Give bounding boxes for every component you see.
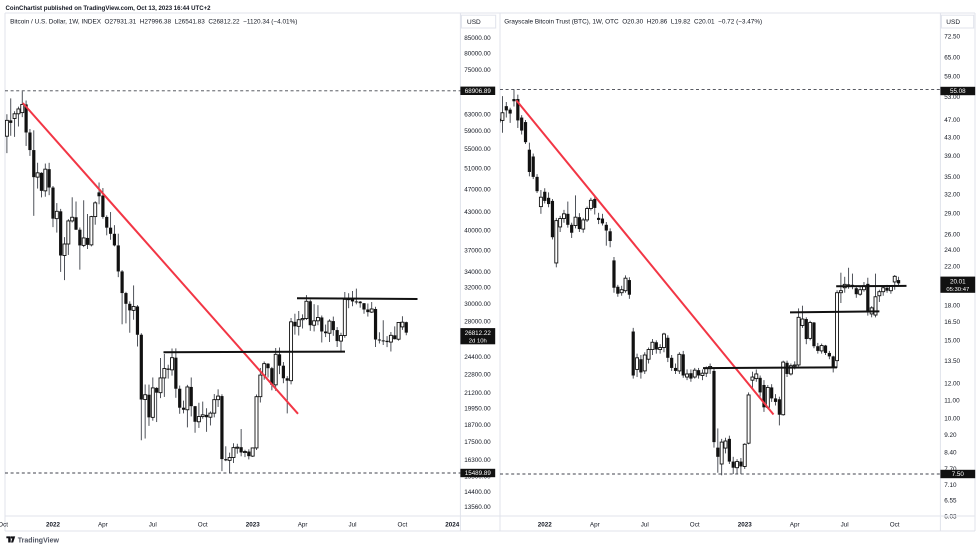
svg-text:55000.00: 55000.00 (464, 146, 491, 153)
svg-text:65.00: 65.00 (944, 55, 960, 62)
svg-text:18700.00: 18700.00 (464, 422, 491, 429)
svg-text:Jul: Jul (641, 521, 649, 528)
svg-text:Oct: Oct (690, 521, 700, 528)
svg-text:15.00: 15.00 (944, 338, 960, 345)
svg-text:32.00: 32.00 (944, 191, 960, 198)
svg-text:USD: USD (467, 19, 481, 26)
svg-text:53.00: 53.00 (944, 94, 960, 101)
svg-text:2024: 2024 (445, 521, 460, 528)
svg-text:Jul: Jul (841, 521, 849, 528)
svg-text:59000.00: 59000.00 (464, 128, 491, 135)
svg-text:75000.00: 75000.00 (464, 67, 491, 74)
svg-text:80000.00: 80000.00 (464, 50, 491, 57)
svg-text:22800.00: 22800.00 (464, 371, 491, 378)
svg-text:35.00: 35.00 (944, 174, 960, 181)
svg-text:2023: 2023 (738, 521, 753, 528)
svg-text:7.50: 7.50 (952, 471, 965, 478)
svg-text:13560.00: 13560.00 (464, 504, 491, 511)
svg-text:34000.00: 34000.00 (464, 269, 491, 276)
svg-text:26.00: 26.00 (944, 231, 960, 238)
svg-text:14400.00: 14400.00 (464, 489, 491, 496)
svg-text:9.20: 9.20 (944, 432, 957, 439)
svg-text:29.00: 29.00 (944, 210, 960, 217)
svg-text:16.50: 16.50 (944, 319, 960, 326)
svg-text:Oct: Oct (0, 521, 8, 528)
svg-text:32000.00: 32000.00 (464, 285, 491, 292)
svg-text:26812.22: 26812.22 (465, 330, 492, 337)
svg-text:85000.00: 85000.00 (464, 35, 491, 42)
svg-text:68906.89: 68906.89 (465, 88, 492, 95)
svg-text:40000.00: 40000.00 (464, 228, 491, 235)
svg-text:Oct: Oct (198, 521, 208, 528)
svg-text:12.00: 12.00 (944, 381, 960, 388)
svg-text:37000.00: 37000.00 (464, 247, 491, 254)
svg-text:2d 10h: 2d 10h (469, 338, 487, 344)
svg-text:47.00: 47.00 (944, 117, 960, 124)
svg-text:10.00: 10.00 (944, 416, 960, 423)
svg-text:Oct: Oct (398, 521, 408, 528)
svg-text:7.70: 7.70 (944, 466, 957, 473)
svg-text:CoinChartist published on Trad: CoinChartist published on TradingView.co… (6, 5, 212, 12)
svg-text:15489.89: 15489.89 (465, 470, 492, 477)
svg-text:16300.00: 16300.00 (464, 457, 491, 464)
svg-text:17500.00: 17500.00 (464, 439, 491, 446)
svg-text:7.10: 7.10 (944, 482, 957, 489)
svg-text:6.03: 6.03 (944, 513, 957, 520)
svg-text:Jul: Jul (348, 521, 356, 528)
svg-text:21200.00: 21200.00 (464, 390, 491, 397)
svg-text:Apr: Apr (98, 521, 108, 528)
svg-text:TradingView: TradingView (18, 537, 60, 544)
svg-text:22.00: 22.00 (944, 264, 960, 271)
svg-text:Oct: Oct (890, 521, 900, 528)
svg-text:24400.00: 24400.00 (464, 354, 491, 361)
svg-text:47000.00: 47000.00 (464, 186, 491, 193)
svg-text:63000.00: 63000.00 (464, 111, 491, 118)
svg-text:55.08: 55.08 (950, 88, 966, 95)
svg-text:2022: 2022 (538, 521, 553, 528)
svg-text:18.00: 18.00 (944, 302, 960, 309)
svg-text:39.00: 39.00 (944, 153, 960, 160)
svg-text:20.01: 20.01 (950, 279, 966, 286)
svg-text:72.50: 72.50 (944, 34, 960, 41)
svg-text:13.50: 13.50 (944, 358, 960, 365)
svg-text:43000.00: 43000.00 (464, 209, 491, 216)
svg-text:59.00: 59.00 (944, 73, 960, 80)
svg-text:Apr: Apr (790, 521, 800, 528)
svg-text:43.00: 43.00 (944, 134, 960, 141)
svg-text:2022: 2022 (46, 521, 61, 528)
svg-text:28000.00: 28000.00 (464, 319, 491, 326)
svg-text:24.00: 24.00 (944, 247, 960, 254)
svg-text:19950.00: 19950.00 (464, 405, 491, 412)
svg-text:6.55: 6.55 (944, 497, 957, 504)
svg-text:2023: 2023 (246, 521, 261, 528)
svg-text:Apr: Apr (298, 521, 308, 528)
svg-text:Jul: Jul (149, 521, 157, 528)
svg-text:51000.00: 51000.00 (464, 165, 491, 172)
svg-text:30000.00: 30000.00 (464, 301, 491, 308)
svg-text:USD: USD (946, 19, 960, 26)
svg-text:Bitcoin / U.S. Dollar, 1W, IND: Bitcoin / U.S. Dollar, 1W, INDEX O27931.… (10, 19, 297, 26)
svg-text:11.00: 11.00 (944, 397, 960, 404)
svg-text:Apr: Apr (590, 521, 600, 528)
svg-text:8.40: 8.40 (944, 449, 957, 456)
svg-text:Grayscale Bitcoin Trust (BTC),: Grayscale Bitcoin Trust (BTC), 1W, OTC O… (504, 19, 762, 26)
svg-text:05:30:47: 05:30:47 (946, 287, 969, 293)
